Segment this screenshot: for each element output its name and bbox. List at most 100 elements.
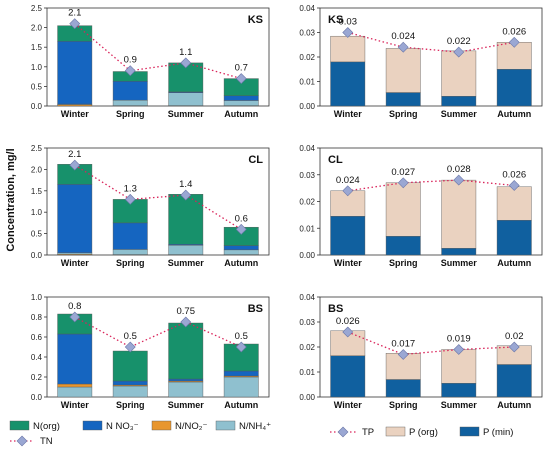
- total-marker-tp: [508, 36, 520, 48]
- x-tick-label: Winter: [334, 258, 362, 268]
- y-tick-label: 0.00: [299, 251, 315, 260]
- x-tick-label: Summer: [441, 109, 478, 119]
- data-label: 0.9: [124, 55, 137, 66]
- bar-segment-n_nh4: [112, 99, 148, 106]
- total-marker-tn: [124, 193, 136, 205]
- total-marker-tn: [124, 341, 136, 353]
- data-label: 0.026: [502, 26, 526, 37]
- total-marker-tn: [235, 341, 247, 353]
- bar-segment-n_no3: [223, 245, 259, 251]
- y-tick-label: 0.04: [299, 144, 315, 153]
- y-tick-label: 0.02: [299, 343, 315, 352]
- data-label: 0.03: [339, 17, 358, 28]
- y-tick-label: 2.5: [31, 144, 43, 153]
- legend-swatch: [151, 420, 172, 431]
- bar-segment-p_min: [330, 61, 366, 107]
- bar-segment-n_no3: [112, 380, 148, 386]
- bar-segment-n_nh4: [112, 385, 148, 398]
- total-marker-tp: [397, 349, 409, 360]
- total-marker-tp: [397, 41, 409, 53]
- panel-3: 0.0 0.5 1.0 1.5 2.0 2.5 Winter Spring Summer Autu…: [31, 144, 270, 268]
- total-line-tp: [347, 179, 515, 192]
- x-tick-label: Summer: [168, 258, 205, 268]
- bar-segment-n_no2: [57, 383, 93, 388]
- bar-segment-p_min: [496, 220, 532, 256]
- data-label: 0.026: [502, 169, 526, 180]
- plot-frame: [46, 147, 270, 256]
- x-tick-label: Spring: [389, 400, 418, 410]
- y-tick-label: 1.0: [31, 208, 43, 217]
- y-tick-label: 0.0: [31, 102, 43, 111]
- legend-tn-marker: [16, 435, 28, 447]
- plot-frame: [46, 7, 270, 107]
- bar-segment-p_min: [441, 95, 477, 107]
- bar-segment-p_min: [385, 92, 421, 107]
- y-tick-label: 1.0: [31, 293, 43, 302]
- data-label: 0.5: [124, 331, 137, 342]
- data-label: 0.024: [391, 31, 415, 42]
- bar-segment-n_nh4: [223, 100, 259, 106]
- panel-5: 0.0 0.2 0.4 0.6 0.8 1.0 Winter Spring Summer Autu…: [31, 293, 270, 410]
- legend-label: N NO₃⁻: [106, 421, 139, 432]
- panel-6: 0.00 0.01 0.02 0.03 0.04 Winter Spring Summer Au…: [299, 293, 543, 410]
- bar-segment-p_min: [330, 355, 366, 398]
- total-marker-tn: [235, 223, 247, 235]
- y-tick-label: 0.0: [31, 393, 43, 402]
- bar-segment-n_no3: [57, 333, 93, 385]
- legend-label: P (min): [483, 427, 513, 438]
- y-tick-label: 0.01: [299, 368, 315, 377]
- total-marker-tn: [180, 189, 192, 201]
- bar-segment-p_org: [385, 48, 421, 93]
- bar-segment-n_no3: [57, 41, 93, 105]
- panel-1: 0.0 0.5 1.0 1.5 2.0 2.5 Winter Spring Summer Autu…: [31, 4, 270, 119]
- data-label: 0.8: [68, 301, 81, 312]
- y-tick-label: 0.03: [299, 171, 315, 180]
- bar-segment-p_org: [441, 179, 477, 249]
- y-tick-label: 0.04: [299, 4, 315, 13]
- panel-label: BS: [248, 303, 263, 315]
- bar-segment-n_no3: [223, 370, 259, 377]
- data-label: 0.022: [447, 36, 471, 47]
- panel-2: 0.00 0.01 0.02 0.03 0.04 Winter Spring Summer Au…: [299, 4, 543, 119]
- x-tick-label: Spring: [116, 400, 145, 410]
- y-axis-label: Concentration, mg/l: [5, 148, 17, 251]
- total-line-tn: [74, 23, 242, 80]
- y-tick-label: 0.00: [299, 393, 315, 402]
- y-tick-label: 0.03: [299, 318, 315, 327]
- total-line-tn: [74, 316, 242, 348]
- panel-4: 0.00 0.01 0.02 0.03 0.04 Winter Spring Summer Au…: [299, 144, 543, 268]
- y-tick-label: 0.5: [31, 82, 43, 91]
- total-marker-tp: [342, 27, 354, 38]
- data-label: 0.017: [391, 339, 415, 350]
- panel-label: KS: [328, 14, 343, 26]
- y-tick-label: 0.6: [31, 333, 43, 342]
- panel-label: BS: [328, 303, 343, 315]
- bar-segment-p_org: [441, 50, 477, 97]
- x-tick-label: Winter: [61, 258, 89, 268]
- y-tick-label: 0.2: [31, 373, 43, 382]
- data-label: 2.1: [68, 8, 81, 19]
- data-label: 0.02: [505, 331, 524, 342]
- bar-segment-n_no3: [223, 95, 259, 101]
- y-tick-label: 0.01: [299, 224, 315, 233]
- legend-label: N(org): [33, 421, 60, 432]
- data-label: 0.028: [447, 164, 471, 175]
- x-tick-label: Summer: [441, 400, 478, 410]
- total-marker-tp: [453, 344, 465, 355]
- x-tick-label: Winter: [334, 109, 362, 119]
- bar-segment-p_min: [496, 364, 532, 398]
- legend-phosphorus: TP P (org) P (min): [330, 426, 513, 438]
- total-line-tp: [347, 331, 515, 356]
- bar-segment-n_org: [168, 322, 204, 380]
- x-tick-label: Autumn: [497, 258, 531, 268]
- panel-label: KS: [248, 14, 263, 26]
- total-marker-tn: [69, 18, 81, 30]
- total-marker-tp: [397, 177, 409, 189]
- data-label: 0.5: [235, 331, 248, 342]
- bar-segment-n_org: [168, 194, 204, 245]
- plot-frame: [46, 296, 270, 398]
- panel-label: CL: [248, 154, 263, 166]
- x-tick-label: Autumn: [224, 400, 258, 410]
- data-label: 0.019: [447, 334, 471, 345]
- data-label: 1.3: [124, 183, 137, 194]
